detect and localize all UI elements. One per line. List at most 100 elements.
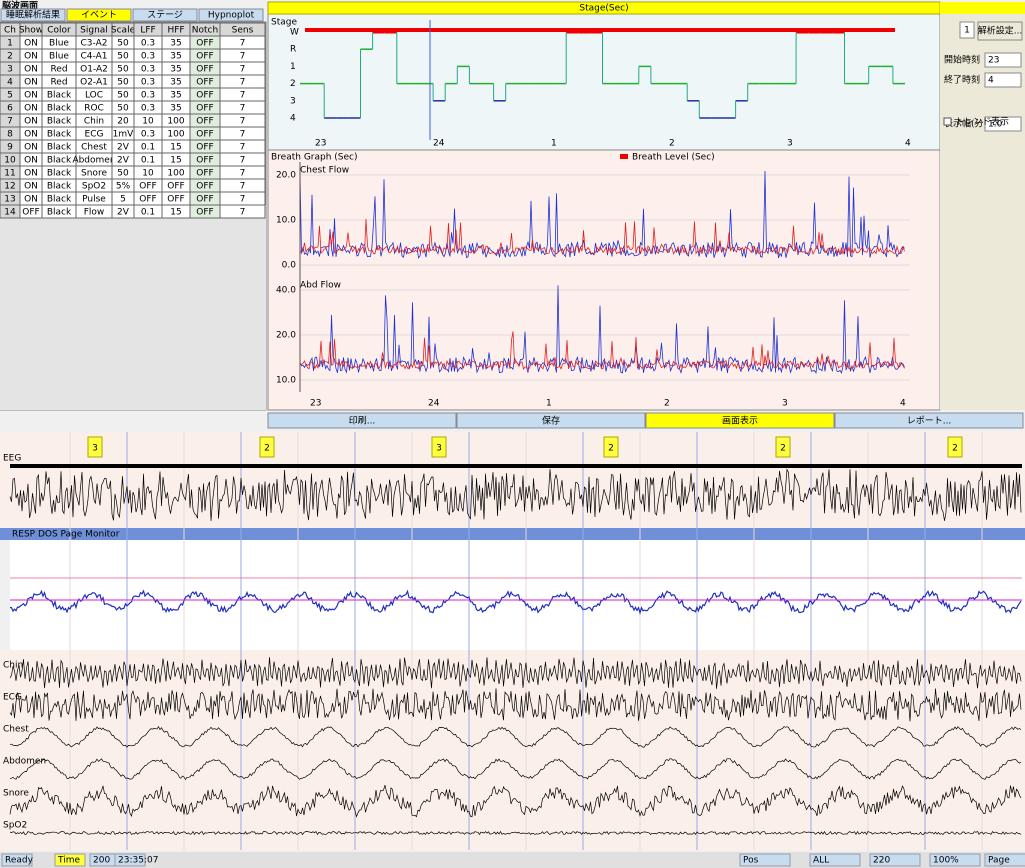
y-tick-label: 10.0 [276, 376, 296, 386]
spin[interactable] [959, 21, 975, 39]
button[interactable] [267, 412, 457, 429]
stage-label: 4 [290, 114, 296, 124]
cell-text: 5 [7, 91, 13, 101]
cell-text: 6 [7, 104, 13, 114]
cell-text: 0.3 [141, 104, 155, 114]
cell-text: ON [24, 195, 38, 205]
tab-label: Hypnoplot [208, 11, 255, 21]
column-header: Scale [111, 26, 136, 36]
field[interactable] [984, 52, 1022, 68]
hypno-label: Stage [271, 18, 297, 28]
hour-label: 1 [551, 139, 557, 149]
cell-text: C3-A2 [81, 39, 108, 49]
cell-text: 35 [170, 91, 181, 101]
cell-text: OFF [196, 143, 213, 153]
cell-text: Black [47, 195, 72, 205]
hour-label: 23 [315, 139, 326, 149]
status-text: Ready [5, 856, 34, 866]
channel-name: Snore [3, 789, 29, 799]
cell-text: ROC [84, 104, 104, 114]
stage-marker-label: 2 [608, 444, 614, 454]
status-cell [984, 853, 1025, 867]
hypno-panel [267, 13, 941, 151]
stage-marker-label: 3 [92, 444, 98, 454]
monitor-title: RESP DOS Page Monitor [12, 530, 120, 540]
cell-text: 7 [7, 117, 13, 127]
column-header: Show [19, 26, 43, 36]
status-text: Time [57, 856, 80, 866]
cell-text: 7 [240, 39, 246, 49]
cell-text: Black [47, 117, 72, 127]
cell-text: Abdomen [72, 156, 115, 166]
cell-text: C4-A1 [81, 52, 108, 62]
channel-name: Abdomen [3, 757, 46, 767]
cell-text: OFF [139, 195, 156, 205]
cell-text: 35 [170, 52, 181, 62]
stage-bar-title: Stage(Sec) [579, 4, 628, 14]
tab[interactable] [132, 8, 198, 22]
tab[interactable] [198, 8, 264, 22]
column-header: Color [47, 26, 71, 36]
cell-text: 5 [120, 195, 126, 205]
checkbox[interactable] [943, 117, 952, 126]
side-button[interactable] [977, 21, 1023, 41]
cell-text: 35 [170, 39, 181, 49]
cell-text: ON [24, 117, 38, 127]
cell-text: 0.3 [141, 52, 155, 62]
cell-text: 0.3 [141, 65, 155, 75]
button[interactable] [834, 412, 1024, 429]
hour-label: 23 [310, 399, 321, 409]
stage-marker [775, 436, 791, 458]
legend-swatch [620, 154, 628, 159]
status-text: ALL [813, 856, 829, 866]
status-cell [739, 853, 791, 867]
cell-text: 50 [117, 52, 129, 62]
button-label: 印刷... [349, 415, 376, 427]
tab-label: ステージ [147, 10, 183, 21]
table-empty [0, 205, 266, 410]
cell-text: ON [24, 104, 38, 114]
stage-label: R [290, 45, 296, 55]
button[interactable] [645, 412, 835, 429]
spin-value: 1 [964, 26, 970, 36]
cell-text: Red [50, 65, 67, 75]
column-header: Signal [80, 26, 108, 36]
cell-text: 3 [7, 65, 13, 75]
cell-text: 5% [116, 182, 131, 192]
cell-text: Black [47, 156, 72, 166]
cell-text: 50 [117, 104, 129, 114]
cell-text: ON [24, 91, 38, 101]
hour-label: 4 [900, 399, 906, 409]
panel-name: Abd Flow [300, 281, 341, 291]
status-text: 23:35:07 [118, 856, 158, 866]
stage-label: 3 [290, 96, 296, 106]
field[interactable] [984, 72, 1022, 88]
cell-text: 14 [4, 208, 16, 218]
eeg-panel [0, 432, 1025, 528]
tab[interactable] [0, 8, 66, 22]
y-tick-label: 10.0 [276, 216, 296, 226]
stage-marker-label: 2 [264, 444, 270, 454]
cell-text: 7 [240, 208, 246, 218]
waveform [9, 657, 1022, 689]
stage-label: 2 [290, 79, 296, 89]
cell-text: OFF [196, 39, 213, 49]
cell-text: Blue [49, 52, 69, 62]
cell-text: Red [50, 78, 67, 88]
stage-marker [431, 436, 447, 458]
button[interactable] [456, 412, 646, 429]
hour-label: 3 [787, 139, 793, 149]
cell-text: O1-A2 [80, 65, 108, 75]
status-cell [869, 853, 921, 867]
cell-text: 50 [117, 39, 129, 49]
cell-text: ON [24, 156, 38, 166]
cell-text: 50 [117, 169, 129, 179]
cell-text: 7 [240, 52, 246, 62]
tab[interactable] [66, 8, 132, 22]
field-value: 1.0 [988, 120, 1003, 130]
cell-text: Black [47, 91, 72, 101]
field[interactable] [984, 116, 1022, 132]
window-title: 脳波画面 [1, 0, 38, 12]
breath-legend: Breath Level (Sec) [632, 153, 715, 163]
